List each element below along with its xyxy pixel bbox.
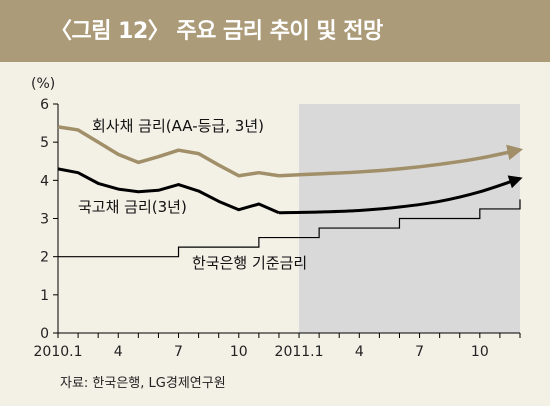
series-line-treasury-bond <box>57 167 280 215</box>
y-axis-unit-label: (%) <box>31 76 55 92</box>
x-tick-label: 10 <box>471 344 489 360</box>
series-group <box>57 125 524 258</box>
x-tick-label: 2010.1 <box>34 344 83 360</box>
x-tick-label: 7 <box>174 344 183 360</box>
source-note: 자료: 한국은행, LG경제연구원 <box>60 376 226 391</box>
x-tick-label: 4 <box>355 344 364 360</box>
y-tick-label: 1 <box>40 288 49 304</box>
series-label-base-rate: 한국은행 기준금리 <box>192 254 307 272</box>
series-label-corporate-bond: 회사채 금리(AA-등급, 3년) <box>92 117 264 135</box>
y-tick-label: 6 <box>40 97 49 113</box>
title-bar: 〈그림 12〉 주요 금리 추이 및 전망 <box>0 0 550 62</box>
x-tick-label: 10 <box>230 344 248 360</box>
y-tick-label: 2 <box>40 250 49 266</box>
y-tick-label: 5 <box>40 135 49 151</box>
x-tick-label: 4 <box>114 344 123 360</box>
y-tick-label: 4 <box>40 173 49 189</box>
series-line-corporate-bond <box>57 125 280 178</box>
figure-title: 〈그림 12〉 주요 금리 추이 및 전망 <box>50 19 383 44</box>
x-axis: 2010.1 4 7 10 2011.1 4 7 10 <box>34 332 521 360</box>
y-axis: 0 1 2 3 4 5 6 <box>40 97 59 342</box>
series-line-base-rate <box>58 199 521 258</box>
y-tick-label: 3 <box>40 212 49 228</box>
series-label-treasury-bond: 국고채 금리(3년) <box>78 198 187 216</box>
x-tick-label: 2011.1 <box>275 344 324 360</box>
y-tick-label: 0 <box>40 326 49 342</box>
series-forecast-treasury-bond <box>278 175 523 215</box>
series-forecast-corporate-bond <box>278 144 524 178</box>
x-tick-label: 7 <box>415 344 424 360</box>
